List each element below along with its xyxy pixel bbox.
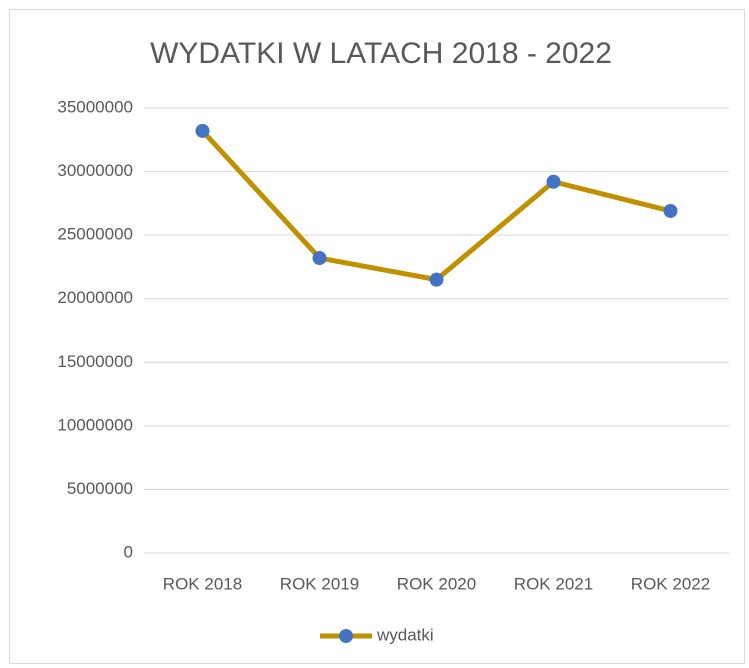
chart-border [9,9,745,664]
legend-label: wydatki [376,625,434,644]
x-tick-label: ROK 2021 [514,574,593,593]
point-marker [429,272,444,287]
point-marker [195,123,210,138]
x-tick-label: ROK 2022 [631,574,710,593]
point-marker [546,174,561,189]
legend-marker [339,629,353,643]
y-tick-label: 5000000 [67,479,133,498]
y-tick-label: 35000000 [57,97,133,116]
y-tick-label: 20000000 [57,288,133,307]
y-tick-label: 30000000 [57,161,133,180]
x-tick-label: ROK 2018 [163,574,242,593]
y-tick-label: 15000000 [57,352,133,371]
point-marker [312,251,327,266]
point-marker [663,203,678,218]
chart-title: WYDATKI W LATACH 2018 - 2022 [150,37,612,70]
x-tick-label: ROK 2020 [397,574,476,593]
y-tick-label: 25000000 [57,225,133,244]
x-tick-label: ROK 2019 [280,574,359,593]
y-tick-label: 0 [124,542,133,561]
y-tick-label: 10000000 [57,415,133,434]
